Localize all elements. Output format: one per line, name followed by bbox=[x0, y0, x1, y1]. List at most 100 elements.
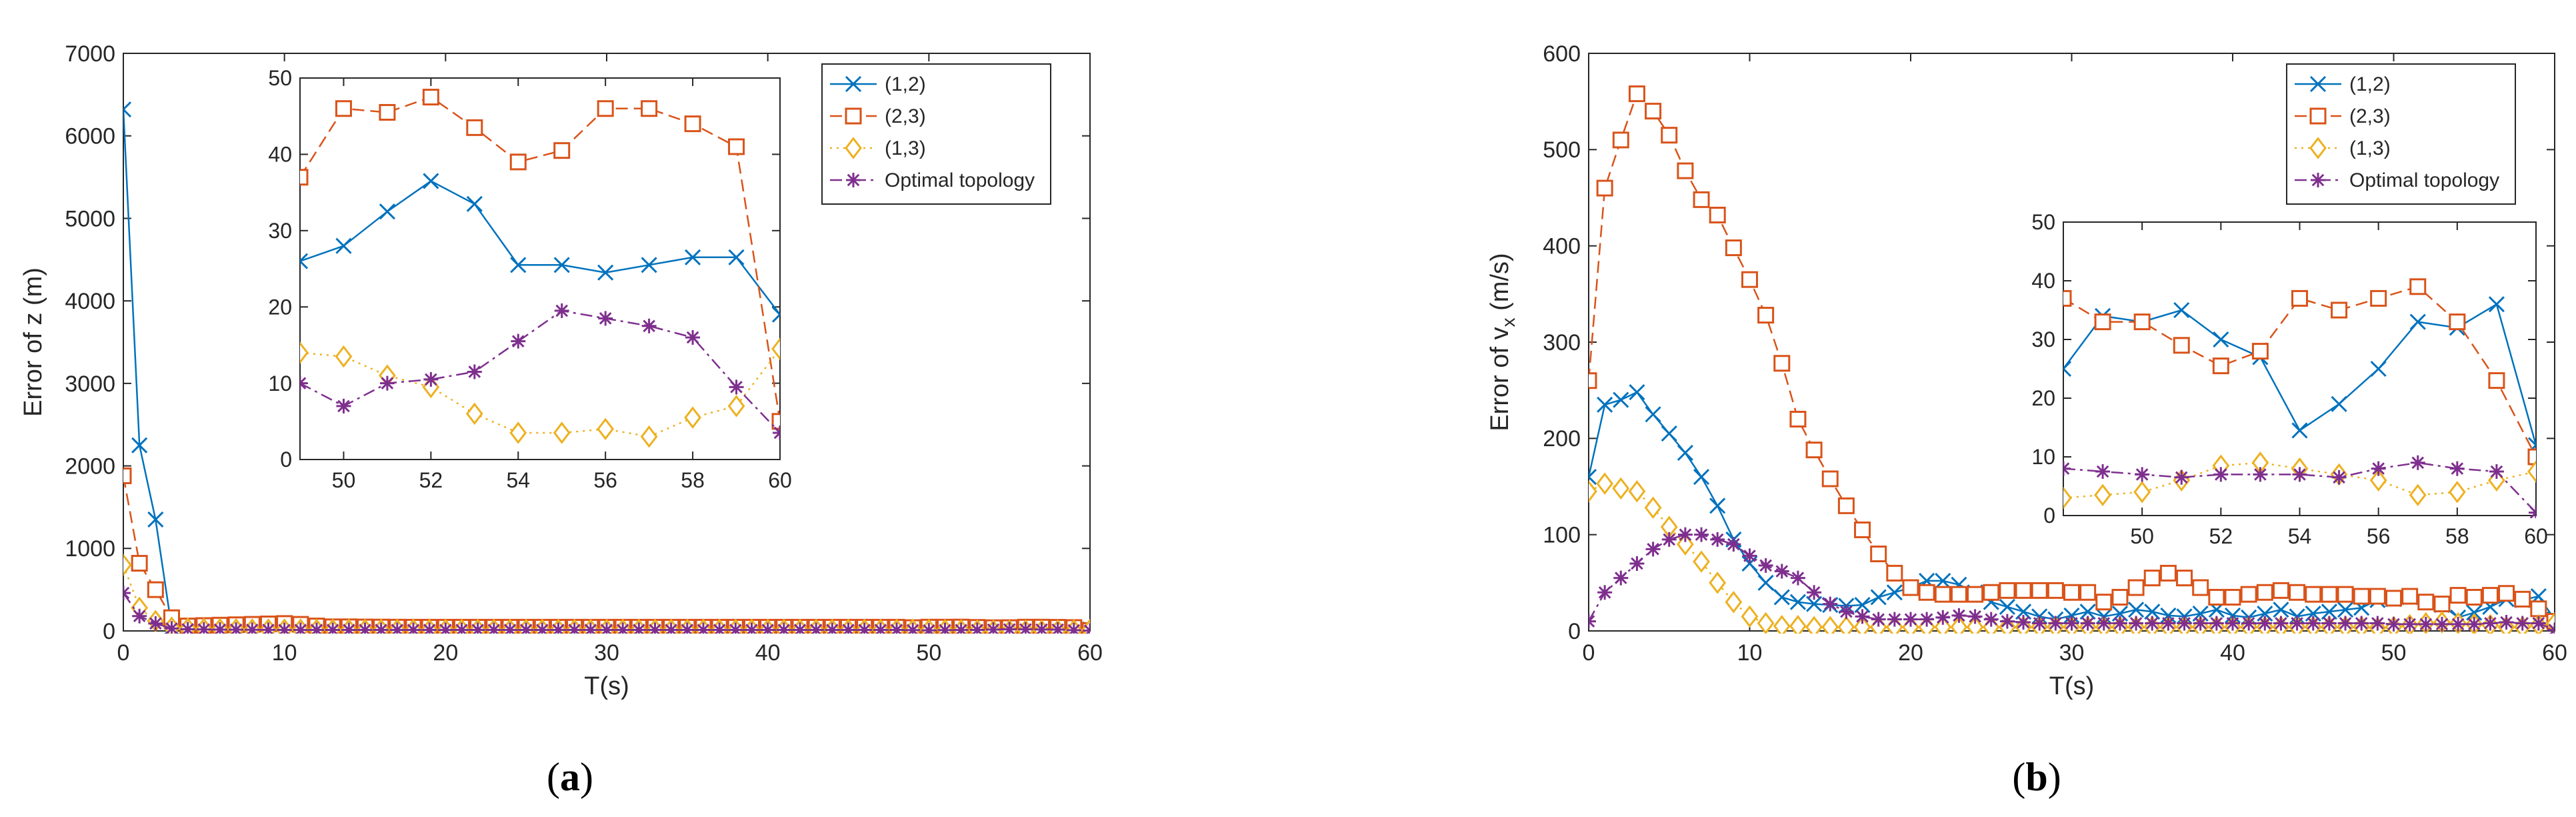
data-point bbox=[1034, 622, 1049, 634]
data-point bbox=[2128, 602, 2145, 618]
data-point bbox=[2063, 607, 2080, 624]
data-point bbox=[1710, 532, 1725, 547]
data-point bbox=[1709, 572, 1727, 594]
data-point bbox=[335, 345, 353, 368]
data-point bbox=[2370, 289, 2387, 307]
data-point bbox=[406, 622, 421, 634]
data-point bbox=[1983, 612, 1999, 627]
data-point bbox=[2095, 464, 2111, 479]
data-point bbox=[1693, 191, 1710, 208]
data-point bbox=[599, 622, 614, 634]
data-point bbox=[2143, 570, 2161, 587]
data-point bbox=[2015, 582, 2032, 599]
data-point bbox=[164, 621, 179, 634]
inset-series-3 bbox=[300, 337, 780, 448]
data-point bbox=[1645, 103, 1662, 120]
data-point bbox=[684, 115, 701, 133]
series-line bbox=[300, 348, 780, 438]
data-point bbox=[685, 329, 701, 345]
data-point bbox=[712, 622, 727, 634]
series-markers bbox=[1589, 85, 2555, 630]
data-point bbox=[2129, 616, 2144, 631]
main-x-tick-label: 50 bbox=[2381, 640, 2407, 666]
data-point bbox=[1805, 442, 1823, 459]
data-point bbox=[1886, 564, 1903, 582]
inset-y-tick-label: 0 bbox=[280, 448, 292, 472]
data-point bbox=[2309, 75, 2327, 93]
data-point bbox=[1805, 616, 1823, 634]
data-point bbox=[196, 622, 211, 634]
data-point bbox=[2466, 604, 2483, 621]
main-y-tick-label: 3000 bbox=[65, 371, 115, 397]
data-point bbox=[663, 622, 679, 634]
data-point bbox=[1725, 590, 1743, 614]
data-point bbox=[2337, 602, 2354, 618]
data-point bbox=[1677, 162, 1694, 179]
data-point bbox=[641, 257, 657, 273]
data-point bbox=[2337, 586, 2354, 603]
data-point bbox=[2369, 588, 2386, 605]
series-markers bbox=[123, 467, 1090, 634]
data-point bbox=[2410, 455, 2425, 470]
data-point bbox=[1741, 555, 1758, 572]
series-markers bbox=[300, 337, 780, 448]
data-point bbox=[293, 622, 308, 634]
data-point bbox=[2208, 588, 2225, 606]
data-point bbox=[509, 153, 527, 171]
data-point bbox=[300, 169, 309, 186]
data-point bbox=[2305, 586, 2322, 603]
data-point bbox=[2321, 616, 2337, 631]
data-point bbox=[583, 622, 598, 634]
data-point bbox=[1741, 271, 1758, 288]
data-point bbox=[2409, 313, 2426, 330]
data-point bbox=[2212, 357, 2229, 375]
data-point bbox=[2488, 296, 2505, 313]
data-point bbox=[2251, 343, 2269, 360]
data-point bbox=[2402, 616, 2417, 632]
data-point bbox=[2409, 484, 2427, 506]
data-point bbox=[553, 422, 571, 444]
caption-letter: a bbox=[560, 755, 580, 799]
data-point bbox=[728, 249, 745, 265]
data-point bbox=[2241, 616, 2257, 631]
inset-y-tick-label: 30 bbox=[2031, 327, 2055, 351]
inset-y-tick-label: 10 bbox=[2031, 445, 2055, 469]
main-x-tick-label: 10 bbox=[1737, 640, 1763, 666]
data-point bbox=[1983, 584, 2000, 601]
data-point bbox=[771, 337, 780, 360]
data-point bbox=[986, 622, 1001, 634]
data-point bbox=[728, 138, 745, 155]
data-point bbox=[1661, 426, 1677, 442]
data-point bbox=[466, 195, 483, 212]
data-point bbox=[685, 249, 701, 265]
inset-x-tick-label: 50 bbox=[2130, 524, 2154, 548]
inset-y-tick-label: 20 bbox=[268, 295, 292, 319]
data-point bbox=[615, 622, 631, 634]
data-point bbox=[1935, 610, 1951, 625]
inset-x-tick-label: 52 bbox=[419, 468, 443, 492]
caption-close: ) bbox=[580, 755, 593, 799]
data-point bbox=[1661, 127, 1678, 144]
data-point bbox=[2531, 616, 2546, 631]
series-markers bbox=[2063, 452, 2536, 510]
data-point bbox=[357, 622, 373, 634]
data-point bbox=[535, 622, 550, 634]
x-axis-label: T(s) bbox=[584, 672, 629, 700]
main-x-tick-label: 20 bbox=[433, 640, 458, 666]
data-point bbox=[300, 375, 307, 391]
data-point bbox=[2331, 301, 2348, 319]
data-point bbox=[696, 622, 711, 634]
series-markers bbox=[123, 586, 1090, 634]
data-point bbox=[2063, 360, 2072, 377]
data-point bbox=[2253, 467, 2268, 482]
series-line bbox=[123, 476, 1090, 632]
data-point bbox=[123, 467, 132, 484]
data-point bbox=[2209, 616, 2224, 631]
legend-entry-label: (1,3) bbox=[2349, 137, 2391, 159]
chart-panel-b: 0 10 20 30 40 50 600100200300400500600T(s)Erro… bbox=[1486, 41, 2567, 799]
data-point bbox=[2111, 588, 2129, 606]
data-point bbox=[1757, 307, 1775, 324]
data-point bbox=[2449, 313, 2466, 331]
data-point bbox=[2160, 607, 2177, 624]
data-point bbox=[2080, 616, 2095, 631]
